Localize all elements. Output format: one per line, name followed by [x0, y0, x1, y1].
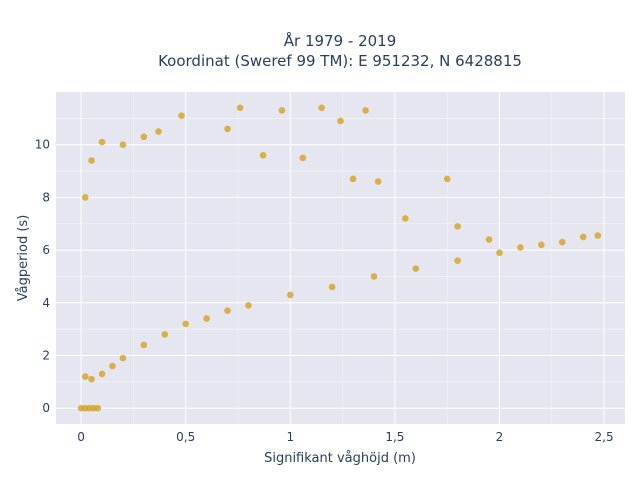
scatter-point: [140, 341, 148, 349]
scatter-point: [496, 249, 503, 257]
scatter-point: [328, 283, 336, 291]
scatter-point: [98, 370, 106, 378]
scatter-point: [485, 236, 493, 243]
scatter-point: [245, 302, 252, 309]
scatter-point: [594, 232, 602, 239]
scatter-point: [98, 138, 106, 146]
scatter-point: [81, 194, 89, 201]
y-tick-label: 10: [35, 138, 50, 152]
scatter-point: [538, 241, 545, 249]
y-tick-label: 6: [42, 243, 50, 257]
scatter-point: [119, 141, 127, 148]
scatter-point: [374, 178, 382, 185]
scatter-point: [224, 307, 231, 314]
scatter-point: [318, 104, 325, 112]
x-axis-title: Signifikant våghöjd (m): [264, 451, 416, 466]
y-tick-label: 4: [42, 296, 50, 310]
x-tick-label: 0,5: [176, 430, 195, 444]
scatter-point: [81, 373, 89, 380]
y-tick-label: 8: [42, 190, 50, 204]
scatter-point: [412, 265, 420, 272]
scatter-point: [579, 233, 587, 241]
chart-title-line1: År 1979 - 2019: [284, 31, 397, 50]
scatter-point: [370, 273, 378, 280]
scatter-point: [119, 354, 127, 362]
scatter-point: [88, 157, 95, 164]
x-tick-label: 1,5: [385, 430, 404, 444]
scatter-point: [259, 151, 267, 159]
scatter-point: [402, 215, 409, 222]
scatter-point: [558, 238, 566, 246]
scatter-point: [299, 154, 307, 162]
x-tick-label: 0: [77, 430, 85, 444]
scatter-point: [178, 112, 185, 120]
scatter-points: [77, 104, 602, 412]
tick-labels: 0 0,5 1 1,5 2 2,5 0 2 4 6 8 10: [35, 138, 614, 444]
scatter-point: [349, 175, 357, 183]
scatter-point: [362, 107, 369, 114]
y-tick-label: 2: [42, 348, 50, 362]
plot-area: [56, 92, 625, 424]
chart-title-line2: Koordinat (Sweref 99 TM): E 951232, N 64…: [158, 52, 522, 70]
scatter-point: [278, 107, 286, 114]
y-axis-title: Vågperiod (s): [16, 215, 31, 302]
scatter-point: [88, 375, 95, 383]
x-tick-label: 1: [286, 430, 294, 444]
scatter-point: [337, 117, 344, 125]
scatter-point: [224, 125, 231, 133]
scatter-point: [161, 331, 169, 338]
scatter-point: [203, 315, 210, 322]
scatter-point: [94, 404, 102, 412]
y-tick-label: 0: [42, 401, 50, 415]
scatter-point: [236, 104, 244, 112]
scatter-point: [140, 133, 148, 141]
scatter-point: [454, 257, 461, 264]
scatter-point: [454, 223, 461, 230]
x-tick-label: 2: [496, 430, 504, 444]
scatter-point: [286, 291, 294, 299]
scatter-point: [109, 362, 116, 370]
x-tick-label: 2,5: [595, 430, 614, 444]
scatter-point: [517, 244, 524, 251]
scatter-point: [443, 175, 451, 183]
scatter-point: [155, 128, 162, 135]
scatter-point: [182, 320, 189, 328]
